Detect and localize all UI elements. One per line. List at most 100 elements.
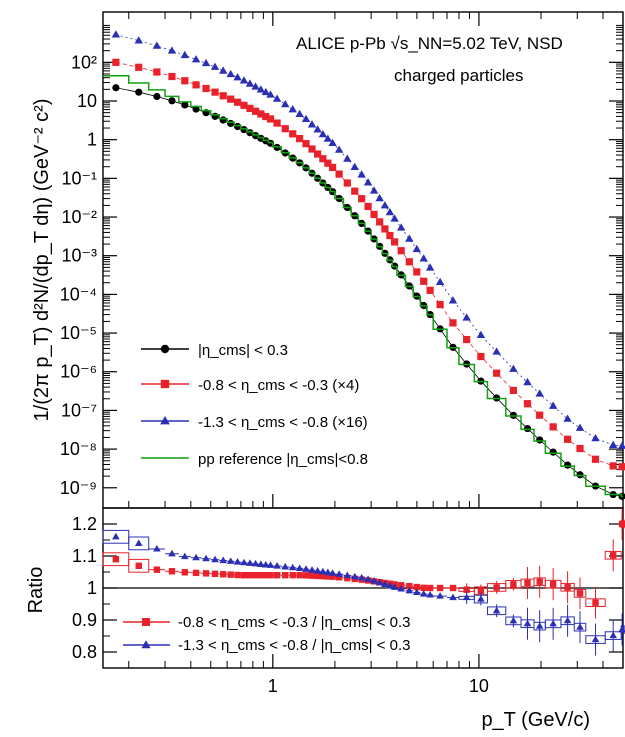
data-point	[563, 461, 572, 469]
data-point	[308, 145, 316, 153]
data-point	[523, 377, 532, 386]
data-point	[167, 46, 177, 54]
y-tick-label: 10⁻⁵	[60, 323, 97, 343]
ratio-data-point	[618, 520, 625, 528]
data-point	[435, 277, 445, 285]
annotation-subtitle: charged particles	[394, 66, 523, 85]
ratio-data-point	[329, 573, 336, 580]
data-point	[281, 99, 290, 108]
data-point	[324, 159, 332, 167]
ratio-data-point	[609, 631, 618, 639]
data-point	[314, 150, 322, 158]
data-point	[153, 68, 161, 76]
x-tick-label: 1	[268, 676, 278, 696]
ratio-data-point	[335, 574, 343, 581]
ratio-data-point	[202, 570, 210, 577]
sys-error-box	[128, 558, 150, 573]
data-point	[576, 444, 584, 453]
data-point	[591, 455, 600, 463]
data-point	[262, 112, 270, 121]
data-point	[609, 440, 618, 448]
data-point	[307, 120, 317, 128]
data-point	[323, 134, 333, 142]
legend-label: pp reference |η_cms|<0.8	[198, 451, 368, 468]
ratio-data-point	[523, 619, 532, 627]
ratio-data-point	[350, 572, 359, 580]
ratio-data-point	[295, 564, 304, 572]
data-point	[257, 110, 265, 118]
ratio-data-point	[273, 562, 281, 569]
data-point	[210, 62, 220, 70]
ratio-data-point	[364, 575, 372, 582]
data-point	[549, 448, 557, 456]
ratio-data-point	[319, 572, 327, 580]
ratio-data-point	[302, 565, 310, 572]
data-point	[211, 112, 219, 120]
data-point	[413, 268, 421, 276]
ratio-data-point	[357, 573, 366, 581]
data-point	[239, 76, 249, 84]
data-point	[343, 154, 352, 162]
data-point	[319, 155, 327, 163]
ratio-data-point	[246, 559, 254, 566]
ratio-legend-label: -0.8 < η_cms < -0.3 / |η_cms| < 0.3	[178, 614, 411, 631]
data-point	[523, 424, 532, 433]
ratio-y-tick-label: 1.2	[72, 514, 97, 534]
series-3	[103, 74, 623, 498]
ratio-data-point	[288, 563, 297, 571]
ratio-data-point	[219, 571, 227, 578]
ratio-data-point	[618, 625, 625, 633]
spectra-panel: 10⁻⁹ 10⁻⁸ 10⁻⁷ 10⁻⁶ 10⁻⁵ 10⁻⁴ 10⁻³ 10⁻² 10⁻¹ 1 10 1…	[31, 11, 625, 509]
y-tick-label: 10⁻⁶	[60, 362, 97, 382]
data-point	[226, 69, 235, 78]
data-point	[233, 73, 242, 81]
data-point	[240, 101, 248, 109]
ratio-data-point	[591, 635, 600, 643]
data-point	[328, 163, 337, 171]
data-point	[536, 411, 544, 419]
data-point	[233, 98, 242, 106]
data-point	[251, 82, 260, 90]
data-point	[168, 72, 176, 81]
ratio-data	[102, 508, 625, 656]
ratio-data-point	[343, 571, 352, 579]
sys-error-box	[585, 598, 606, 608]
data-point	[135, 63, 143, 71]
data-point	[180, 50, 190, 59]
data-point	[617, 441, 625, 449]
data-point	[386, 231, 394, 240]
data-point	[227, 95, 235, 103]
data-point	[548, 401, 558, 409]
y-tick-label: 10⁻⁹	[60, 478, 97, 498]
data-point	[576, 471, 584, 479]
data-point	[168, 97, 176, 105]
data-point	[591, 434, 600, 442]
ratio-data-point	[406, 582, 413, 590]
ratio-data-point	[319, 567, 327, 575]
data-point	[448, 296, 458, 304]
data-point	[233, 122, 242, 131]
data-point	[181, 77, 189, 85]
data-point	[390, 214, 399, 222]
ratio-data-point	[168, 568, 176, 575]
ratio-data-point	[370, 577, 378, 584]
ratio-data-point	[610, 552, 617, 559]
ratio-y-ticks: 0.8 0.9 1 1.1 1.2	[72, 507, 623, 669]
ratio-data-point	[267, 572, 274, 579]
series-1	[112, 58, 625, 471]
ratio-data-point	[549, 580, 557, 588]
ratio-data-point	[576, 590, 584, 597]
data-point	[385, 207, 395, 216]
data-point	[381, 225, 389, 233]
data-point	[476, 330, 486, 339]
sys-error-box	[560, 582, 575, 592]
legend-marker	[160, 416, 170, 425]
data-point	[363, 178, 373, 186]
ratio-data-point	[535, 622, 544, 629]
ratio-legend-marker	[142, 618, 150, 626]
ratio-data-point	[282, 572, 289, 579]
data-point	[313, 125, 322, 133]
sys-error-box	[573, 589, 587, 598]
legend-label: -1.3 < η_cms < -0.8 (×16)	[198, 414, 368, 431]
data-point	[202, 84, 210, 93]
